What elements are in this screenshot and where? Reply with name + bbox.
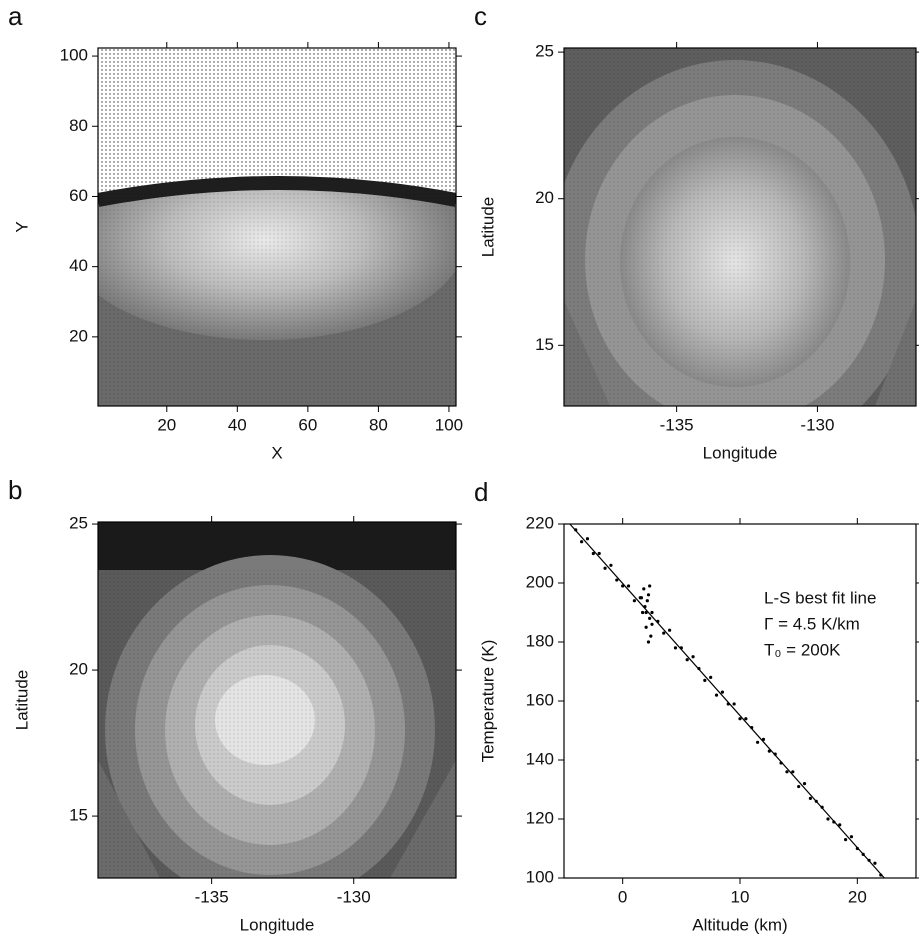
y-tick-label: 160 bbox=[526, 690, 554, 709]
image-b bbox=[98, 522, 456, 878]
point bbox=[797, 784, 801, 789]
point bbox=[591, 551, 595, 556]
point bbox=[648, 584, 652, 588]
point bbox=[873, 861, 877, 865]
y-tick-label: 15 bbox=[535, 335, 554, 354]
point bbox=[703, 678, 707, 682]
point bbox=[802, 782, 807, 786]
image-a bbox=[98, 48, 456, 406]
point bbox=[668, 628, 672, 632]
point bbox=[632, 599, 637, 603]
x-tick-label: 100 bbox=[435, 415, 463, 434]
point bbox=[609, 563, 613, 567]
point bbox=[791, 770, 795, 774]
point bbox=[646, 593, 651, 597]
x-axis-label: X bbox=[271, 443, 282, 462]
x-tick-label: 20 bbox=[848, 887, 867, 906]
image-c bbox=[564, 48, 916, 406]
y-tick-label: 100 bbox=[526, 867, 554, 886]
point bbox=[585, 537, 590, 541]
panel-letter: d bbox=[474, 477, 488, 507]
point bbox=[615, 578, 619, 582]
panel-letter: b bbox=[8, 475, 22, 505]
annotation: Γ = 4.5 K/km bbox=[764, 614, 860, 633]
x-tick-label: -135 bbox=[195, 887, 229, 906]
x-tick-label: -130 bbox=[800, 415, 834, 434]
point bbox=[691, 655, 695, 659]
x-tick-label: 20 bbox=[157, 415, 176, 434]
point bbox=[673, 646, 678, 650]
point bbox=[732, 702, 736, 706]
point bbox=[808, 796, 813, 800]
point bbox=[646, 640, 651, 644]
point bbox=[641, 610, 645, 615]
y-tick-label: 15 bbox=[69, 806, 88, 825]
point bbox=[650, 610, 654, 615]
y-tick-label: 120 bbox=[526, 808, 554, 827]
x-tick-label: -130 bbox=[337, 887, 371, 906]
y-tick-label: 200 bbox=[526, 572, 554, 591]
y-tick-label: 180 bbox=[526, 631, 554, 650]
y-tick-label: 25 bbox=[69, 514, 88, 533]
y-tick-label: 80 bbox=[69, 116, 88, 135]
x-axis-label: Longitude bbox=[240, 915, 315, 934]
x-tick-label: 0 bbox=[618, 887, 627, 906]
y-axis-label: Latitude bbox=[12, 670, 31, 731]
point bbox=[648, 616, 652, 621]
y-axis-label: Temperature (K) bbox=[478, 640, 497, 763]
point bbox=[649, 634, 653, 638]
point bbox=[738, 717, 742, 721]
point bbox=[597, 551, 601, 556]
point bbox=[639, 596, 644, 600]
annotation: T₀ = 200K bbox=[764, 640, 841, 659]
y-axis-label: Latitude bbox=[478, 197, 497, 258]
y-tick-label: 25 bbox=[535, 42, 554, 61]
point bbox=[756, 740, 760, 744]
point bbox=[603, 566, 607, 570]
y-tick-label: 100 bbox=[60, 46, 88, 65]
y-tick-label: 220 bbox=[526, 513, 554, 532]
point bbox=[844, 838, 848, 842]
x-tick-label: 60 bbox=[298, 415, 317, 434]
point bbox=[785, 770, 789, 774]
point bbox=[849, 835, 854, 839]
point bbox=[720, 690, 725, 694]
x-tick-label: 40 bbox=[228, 415, 247, 434]
point bbox=[650, 622, 654, 626]
point bbox=[714, 693, 719, 697]
point bbox=[644, 625, 648, 629]
x-tick-label: 80 bbox=[369, 415, 388, 434]
y-tick-label: 20 bbox=[69, 326, 88, 345]
point bbox=[826, 817, 830, 821]
point bbox=[685, 658, 689, 662]
x-axis-label: Altitude (km) bbox=[692, 915, 787, 934]
y-tick-label: 20 bbox=[69, 660, 88, 679]
point bbox=[644, 610, 648, 615]
point bbox=[645, 599, 649, 603]
y-tick-label: 60 bbox=[69, 186, 88, 205]
plot-frame bbox=[97, 521, 457, 879]
point bbox=[838, 823, 842, 827]
point bbox=[662, 631, 666, 635]
y-tick-label: 20 bbox=[535, 188, 554, 207]
fit-line bbox=[569, 523, 885, 879]
panel-letter: a bbox=[8, 1, 23, 31]
x-tick-label: 10 bbox=[731, 887, 750, 906]
x-axis-label: Longitude bbox=[703, 443, 778, 462]
y-tick-label: 140 bbox=[526, 749, 554, 768]
panel-letter: c bbox=[474, 1, 487, 31]
point bbox=[709, 675, 713, 680]
plot-frame bbox=[563, 47, 917, 407]
point bbox=[626, 584, 631, 588]
point bbox=[580, 540, 584, 544]
y-tick-label: 40 bbox=[69, 256, 88, 275]
annotation: L-S best fit line bbox=[764, 588, 876, 607]
point bbox=[744, 717, 748, 721]
x-tick-label: -135 bbox=[660, 415, 694, 434]
y-axis-label: Y bbox=[12, 221, 31, 232]
point bbox=[642, 587, 646, 591]
plot-frame bbox=[97, 47, 457, 407]
